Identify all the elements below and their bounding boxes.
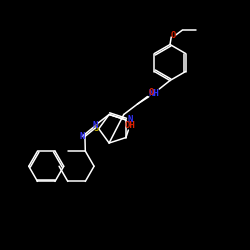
Text: OH: OH — [124, 120, 135, 130]
Text: N: N — [79, 132, 84, 141]
Text: NH: NH — [148, 89, 159, 98]
Text: N: N — [128, 115, 133, 124]
Text: S: S — [93, 124, 98, 133]
Text: N: N — [92, 121, 98, 130]
Text: O: O — [171, 31, 176, 40]
Text: O: O — [149, 88, 154, 97]
